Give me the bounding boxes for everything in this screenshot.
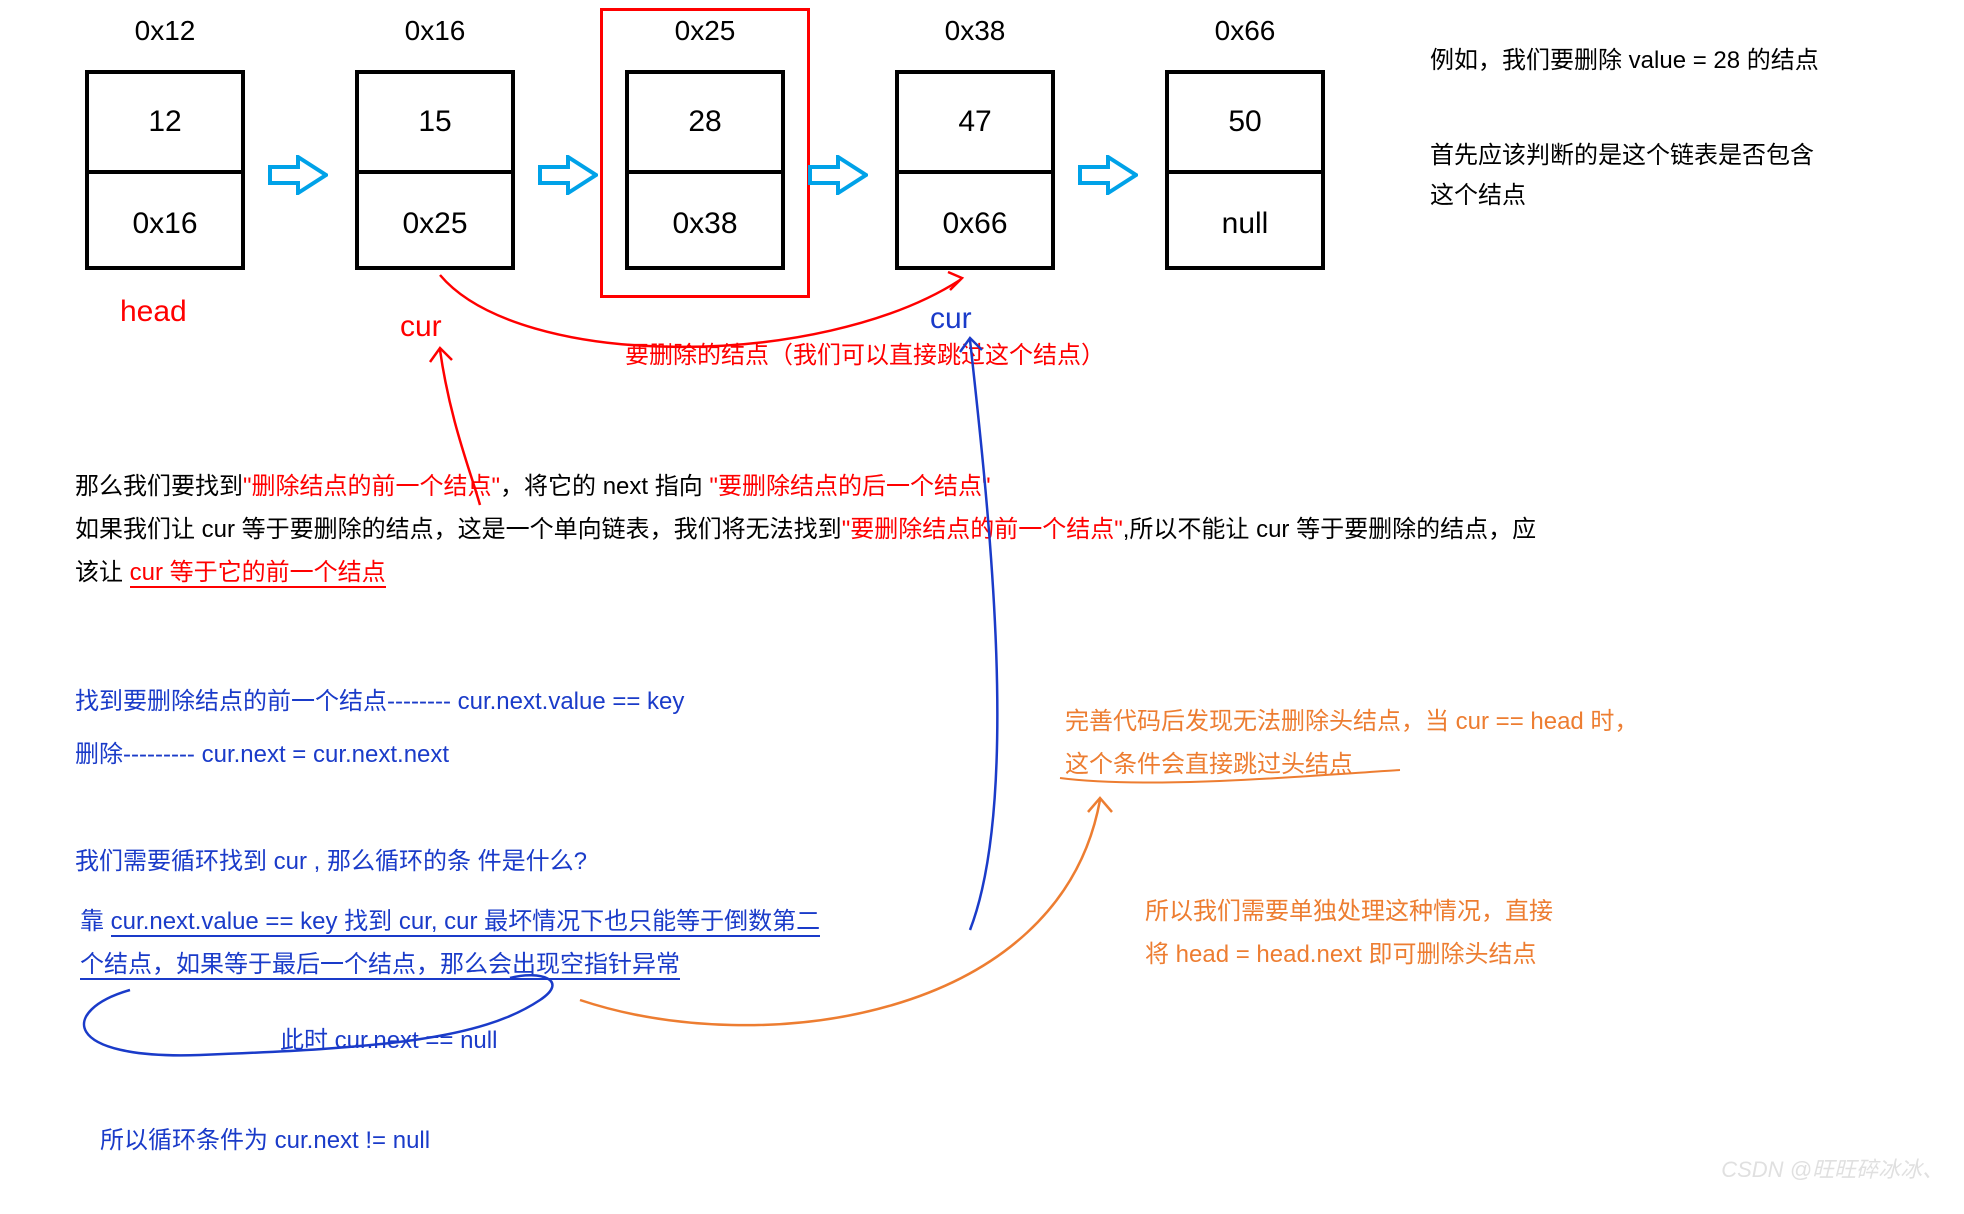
right-note-2: 首先应该判断的是这个链表是否包含	[1430, 135, 1814, 170]
arrow-icon	[1078, 155, 1138, 195]
node-box: 15 0x25	[355, 70, 515, 270]
node-value: 28	[629, 74, 781, 174]
node-addr: 0x38	[895, 15, 1055, 47]
node-box: 47 0x66	[895, 70, 1055, 270]
cur-label-red: cur	[400, 310, 442, 344]
blue-tail-note: 此时 cur.next == null	[280, 1020, 497, 1055]
blue-conclusion: 所以循环条件为 cur.next != null	[100, 1120, 430, 1155]
node-value: 47	[899, 74, 1051, 174]
arrow-icon	[808, 155, 868, 195]
delete-note: 要删除的结点（我们可以直接跳过这个结点）	[625, 335, 1105, 370]
node-value: 50	[1169, 74, 1321, 174]
orange-head-problem: 完善代码后发现无法删除头结点，当 cur == head 时，这个条件会直接跳过…	[1065, 700, 1865, 786]
node-next: 0x66	[899, 174, 1051, 274]
node-addr: 0x12	[85, 15, 245, 47]
node-box: 28 0x38	[625, 70, 785, 270]
linked-list-diagram: 0x12 12 0x16 0x16 15 0x25 0x25 28 0x38 0…	[0, 0, 1964, 1214]
node-next: 0x38	[629, 174, 781, 274]
right-note-3: 这个结点	[1430, 175, 1526, 210]
node-box: 50 null	[1165, 70, 1325, 270]
node-next: 0x16	[89, 174, 241, 274]
node-addr: 0x16	[355, 15, 515, 47]
head-label: head	[120, 295, 187, 329]
blue-worst-case: 靠 cur.next.value == key 找到 cur, cur 最坏情况…	[80, 900, 950, 986]
arrow-icon	[268, 155, 328, 195]
node-value: 12	[89, 74, 241, 174]
node-addr: 0x66	[1165, 15, 1325, 47]
node-addr: 0x25	[625, 15, 785, 47]
watermark: CSDN @旺旺碎冰冰、	[1721, 1152, 1944, 1184]
node-value: 15	[359, 74, 511, 174]
cur-label-blue: cur	[930, 302, 972, 336]
node-box: 12 0x16	[85, 70, 245, 270]
explanation-para-1: 那么我们要找到"删除结点的前一个结点"，将它的 next 指向 "要删除结点的后…	[75, 465, 1895, 595]
node-next: null	[1169, 174, 1321, 274]
blue-steps: 找到要删除结点的前一个结点-------- cur.next.value == …	[75, 680, 975, 893]
node-next: 0x25	[359, 174, 511, 274]
right-note-1: 例如，我们要删除 value = 28 的结点	[1430, 40, 1819, 75]
orange-head-solution: 所以我们需要单独处理这种情况，直接将 head = head.next 即可删除…	[1145, 890, 1845, 976]
arrow-icon	[538, 155, 598, 195]
